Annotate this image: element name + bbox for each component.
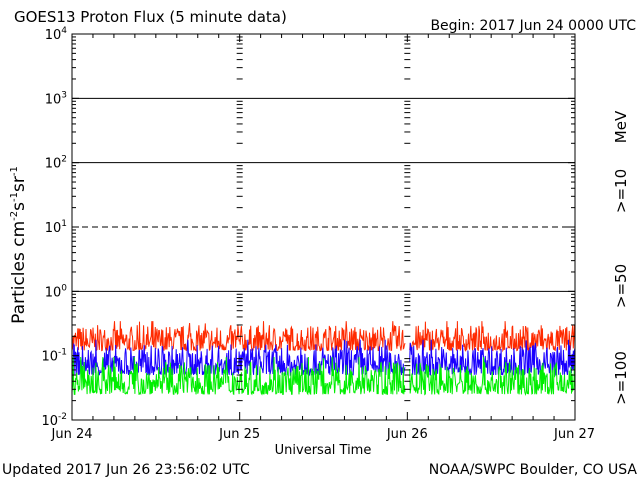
y-tick-label: 104 [45, 26, 68, 43]
begin-label: Begin: 2017 Jun 24 0000 UTC [430, 18, 636, 34]
y-tick-label: 102 [45, 155, 67, 172]
credit-label: NOAA/SWPC Boulder, CO USA [429, 462, 638, 478]
y-axis-ticks: 10-2 10-1 100 101 102 103 104 [41, 26, 575, 429]
legend-series-50: >=50 [612, 264, 630, 308]
y-tick-label: 101 [45, 219, 67, 236]
threshold-lines [72, 97, 575, 292]
x-tick-label: Jun 27 [553, 427, 595, 442]
series-line [71, 321, 576, 353]
series-group [71, 321, 576, 396]
legend-series-100: >=100 [612, 351, 630, 405]
y-tick-label: 103 [45, 90, 67, 107]
x-tick-label: Jun 24 [51, 427, 93, 442]
legend-series-10: >=10 [612, 169, 630, 213]
y-tick-label: 100 [45, 283, 68, 300]
x-axis-ticks: Jun 24 Jun 25 Jun 26 Jun 27 [51, 34, 595, 442]
chart-title: GOES13 Proton Flux (5 minute data) [14, 8, 287, 26]
x-axis-label: Universal Time [275, 443, 372, 458]
series-line [71, 356, 576, 396]
y-axis-label: Particles cm-2s-1sr-1 [9, 166, 29, 324]
legend-unit-mev: MeV [612, 110, 630, 143]
y-tick-label: 10-2 [41, 412, 67, 429]
x-tick-label: Jun 26 [386, 427, 428, 442]
updated-timestamp: Updated 2017 Jun 26 23:56:02 UTC [2, 462, 250, 478]
x-tick-label: Jun 25 [218, 427, 260, 442]
y-tick-label: 10-1 [41, 348, 67, 365]
series-line [71, 339, 576, 377]
